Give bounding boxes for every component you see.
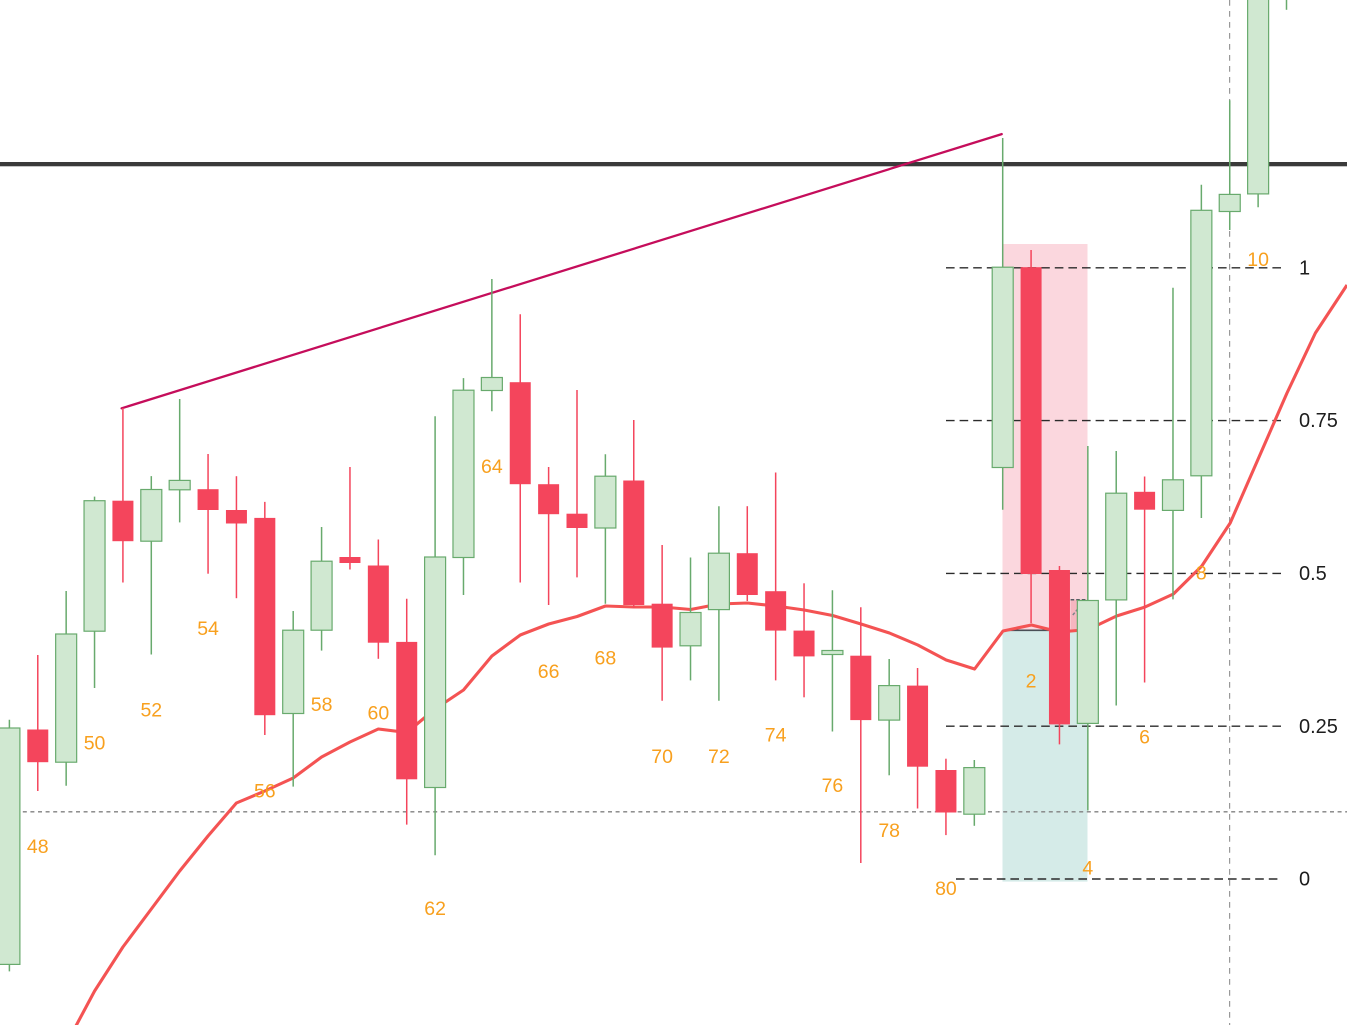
- svg-text:74: 74: [765, 725, 787, 747]
- svg-text:78: 78: [878, 820, 900, 842]
- svg-text:76: 76: [822, 775, 844, 797]
- svg-text:10: 10: [1247, 249, 1269, 271]
- svg-text:6: 6: [1139, 727, 1150, 749]
- svg-text:48: 48: [27, 836, 49, 858]
- svg-text:68: 68: [595, 648, 617, 670]
- svg-text:0.5: 0.5: [1299, 563, 1327, 585]
- svg-text:70: 70: [651, 746, 673, 768]
- svg-text:0.75: 0.75: [1299, 410, 1338, 432]
- svg-text:80: 80: [935, 878, 957, 900]
- svg-text:0: 0: [1299, 869, 1310, 891]
- svg-text:62: 62: [424, 898, 446, 920]
- svg-text:1: 1: [1299, 257, 1310, 279]
- svg-text:2: 2: [1026, 671, 1037, 693]
- svg-text:60: 60: [367, 703, 389, 725]
- svg-text:0.25: 0.25: [1299, 716, 1338, 738]
- svg-text:50: 50: [84, 733, 106, 755]
- svg-text:8: 8: [1196, 563, 1207, 585]
- svg-text:56: 56: [254, 781, 276, 803]
- svg-text:4: 4: [1082, 858, 1093, 880]
- svg-text:64: 64: [481, 456, 503, 478]
- svg-text:54: 54: [197, 618, 219, 640]
- svg-text:66: 66: [538, 661, 560, 683]
- svg-text:72: 72: [708, 746, 730, 768]
- svg-text:58: 58: [311, 694, 333, 716]
- svg-text:52: 52: [140, 700, 162, 722]
